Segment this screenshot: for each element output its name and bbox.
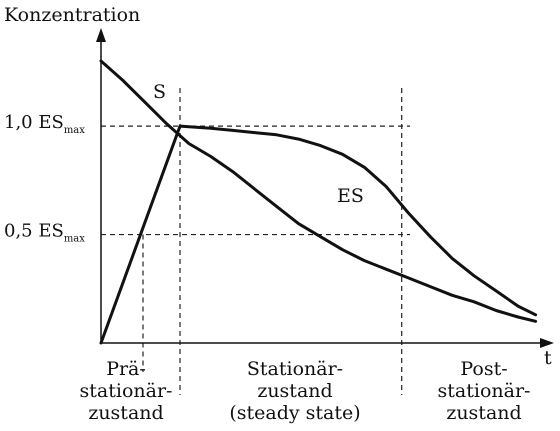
series-es-line: [99, 124, 538, 345]
y-axis-arrow-icon: [96, 28, 106, 42]
phase-label-line: stationär-: [80, 380, 173, 402]
y-tick-subscript: max: [64, 125, 85, 136]
series-es-label: ES: [337, 185, 364, 207]
series-s-line: [99, 59, 538, 323]
y-tick-label: 0,5 ESmax: [4, 221, 85, 245]
phase-label-line: zustand: [257, 380, 332, 402]
y-axis-label: Konzentration: [4, 4, 140, 26]
phase-label-line: zustand: [88, 402, 163, 424]
phase-label-line: Post-: [460, 358, 507, 380]
phase-label-line: stationär-: [438, 380, 531, 402]
y-tick-label: 1,0 ESmax: [4, 112, 85, 136]
phase-label-line: (steady state): [229, 402, 360, 424]
y-tick-subscript: max: [64, 234, 85, 245]
phase-label-line: zustand: [446, 402, 521, 424]
series-s-label: S: [153, 81, 166, 103]
x-axis-label: t: [544, 347, 552, 369]
phase-label-line: Stationär-: [247, 358, 343, 380]
phase-label-line: Prä-: [106, 358, 146, 380]
x-axis-arrow-icon: [540, 338, 554, 348]
